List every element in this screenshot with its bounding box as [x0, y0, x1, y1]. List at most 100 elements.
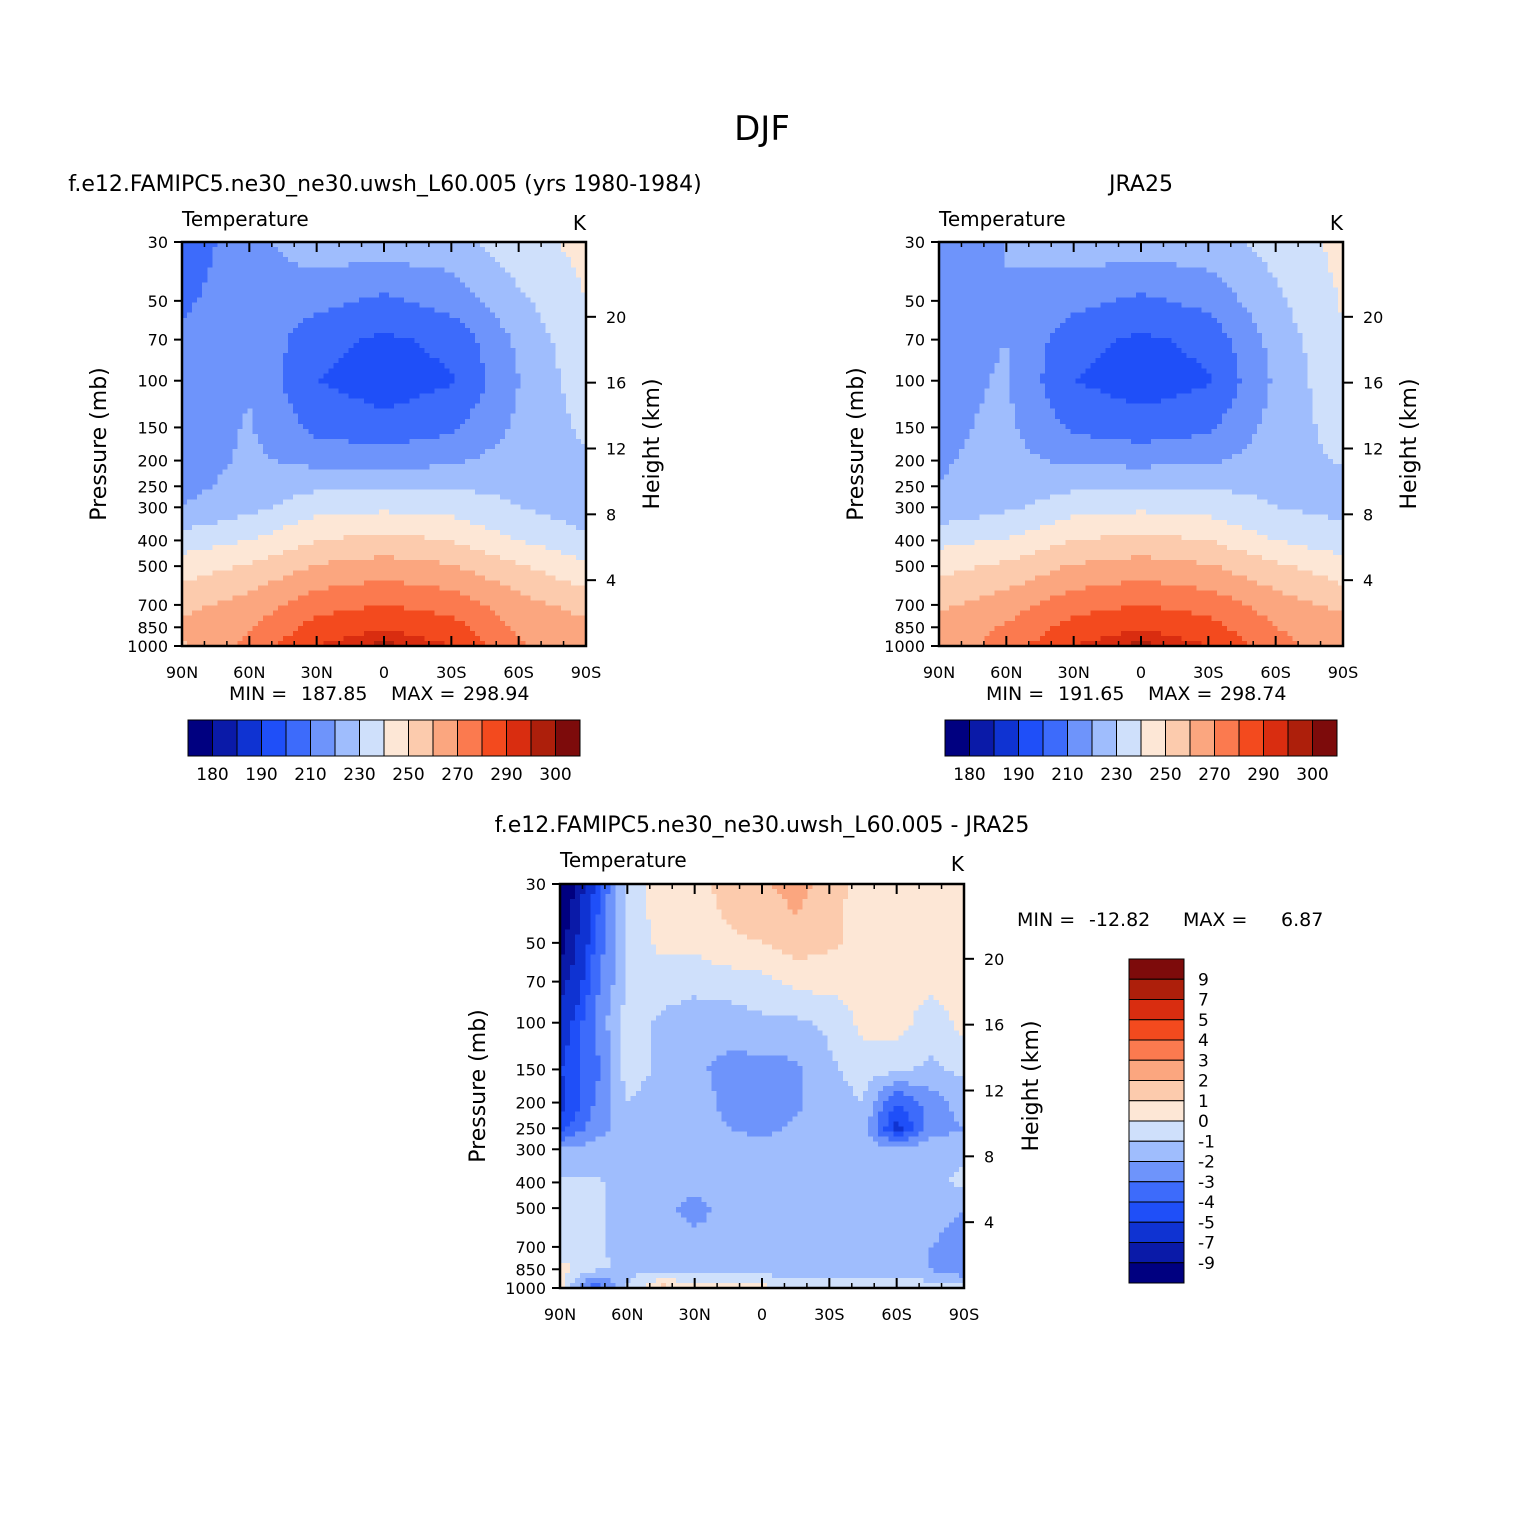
field-cell [510, 388, 516, 395]
field-cell [449, 383, 456, 390]
field-cell [333, 242, 340, 248]
field-cell [500, 398, 506, 405]
field-cell [348, 257, 355, 263]
field-cell [232, 322, 239, 329]
field-cell [474, 358, 481, 364]
field-cell [479, 307, 486, 314]
field-cell [419, 297, 425, 304]
field-cell [479, 312, 486, 319]
field-cell [485, 514, 491, 521]
field-cell [429, 373, 436, 379]
field-cell [252, 312, 259, 319]
field-cell [283, 257, 289, 263]
field-cell [368, 312, 375, 319]
field-cell [384, 433, 390, 440]
field-cell [232, 524, 239, 531]
field-cell [373, 444, 380, 450]
field-cell [439, 262, 446, 268]
field-cell [570, 514, 577, 521]
field-cell [560, 529, 567, 536]
field-cell [212, 368, 218, 374]
field-cell [247, 454, 254, 460]
field-cell [182, 252, 188, 258]
field-cell [358, 398, 365, 405]
field-cell [333, 292, 340, 299]
field-cell [560, 423, 567, 430]
field-cell [409, 348, 415, 354]
field-cell [459, 413, 466, 420]
field-cell [303, 494, 309, 501]
field-cell [187, 322, 193, 329]
field-cell [444, 358, 451, 364]
field-cell [409, 383, 415, 390]
field-cell [444, 474, 451, 480]
field-cell [434, 519, 441, 526]
field-cell [252, 277, 259, 283]
field-cell [580, 474, 587, 480]
field-cell [293, 413, 299, 420]
field-cell [535, 358, 542, 364]
field-cell [540, 327, 547, 334]
field-cell [247, 267, 254, 273]
field-cell [429, 539, 436, 546]
field-cell [303, 348, 309, 354]
field-cell [505, 302, 511, 309]
field-cell [500, 444, 506, 450]
field-cell [454, 408, 461, 415]
field-cell [378, 449, 385, 455]
field-cell [520, 464, 526, 470]
field-cell [343, 519, 350, 526]
field-cell [520, 378, 526, 384]
field-cell [404, 545, 410, 551]
field-cell [565, 550, 572, 556]
field-cell [439, 267, 446, 273]
field-cell [313, 408, 319, 415]
field-cell [505, 459, 511, 465]
field-cell [358, 438, 365, 445]
field-cell [570, 348, 577, 354]
field-cell [283, 383, 289, 390]
field-cell [560, 267, 567, 273]
field-cell [525, 464, 532, 470]
field-cell [212, 529, 218, 536]
field-cell [505, 413, 511, 420]
field-cell [404, 267, 410, 273]
field-cell [257, 469, 264, 475]
field-cell [272, 408, 279, 415]
field-cell [348, 332, 355, 339]
field-cell [525, 433, 532, 440]
field-cell [434, 378, 441, 384]
field-cell [394, 504, 400, 511]
field-cell [333, 529, 340, 536]
field-cell [262, 534, 269, 541]
field-cell [565, 373, 572, 379]
field-cell [474, 459, 481, 465]
field-cell [434, 393, 441, 400]
field-cell [530, 363, 537, 369]
field-cell [510, 469, 516, 475]
field-cell [389, 242, 395, 248]
field-cell [272, 287, 279, 294]
field-cell [298, 358, 304, 364]
field-cell [389, 287, 395, 294]
field-cell [485, 529, 491, 536]
field-cell [424, 292, 431, 299]
field-cell [272, 484, 279, 491]
field-cell [363, 272, 370, 278]
field-cell [454, 514, 461, 521]
field-cell [439, 550, 446, 556]
field-cell [237, 449, 244, 455]
field-cell [429, 353, 436, 359]
field-cell [323, 312, 330, 319]
field-cell [399, 312, 405, 319]
field-cell [272, 292, 279, 299]
field-cell [384, 529, 390, 536]
field-cell [308, 383, 314, 390]
field-cell [555, 545, 562, 551]
field-cell [525, 494, 532, 501]
field-cell [409, 545, 415, 551]
field-cell [530, 444, 537, 450]
field-cell [429, 484, 436, 491]
field-cell [303, 484, 309, 491]
field-cell [404, 464, 410, 470]
